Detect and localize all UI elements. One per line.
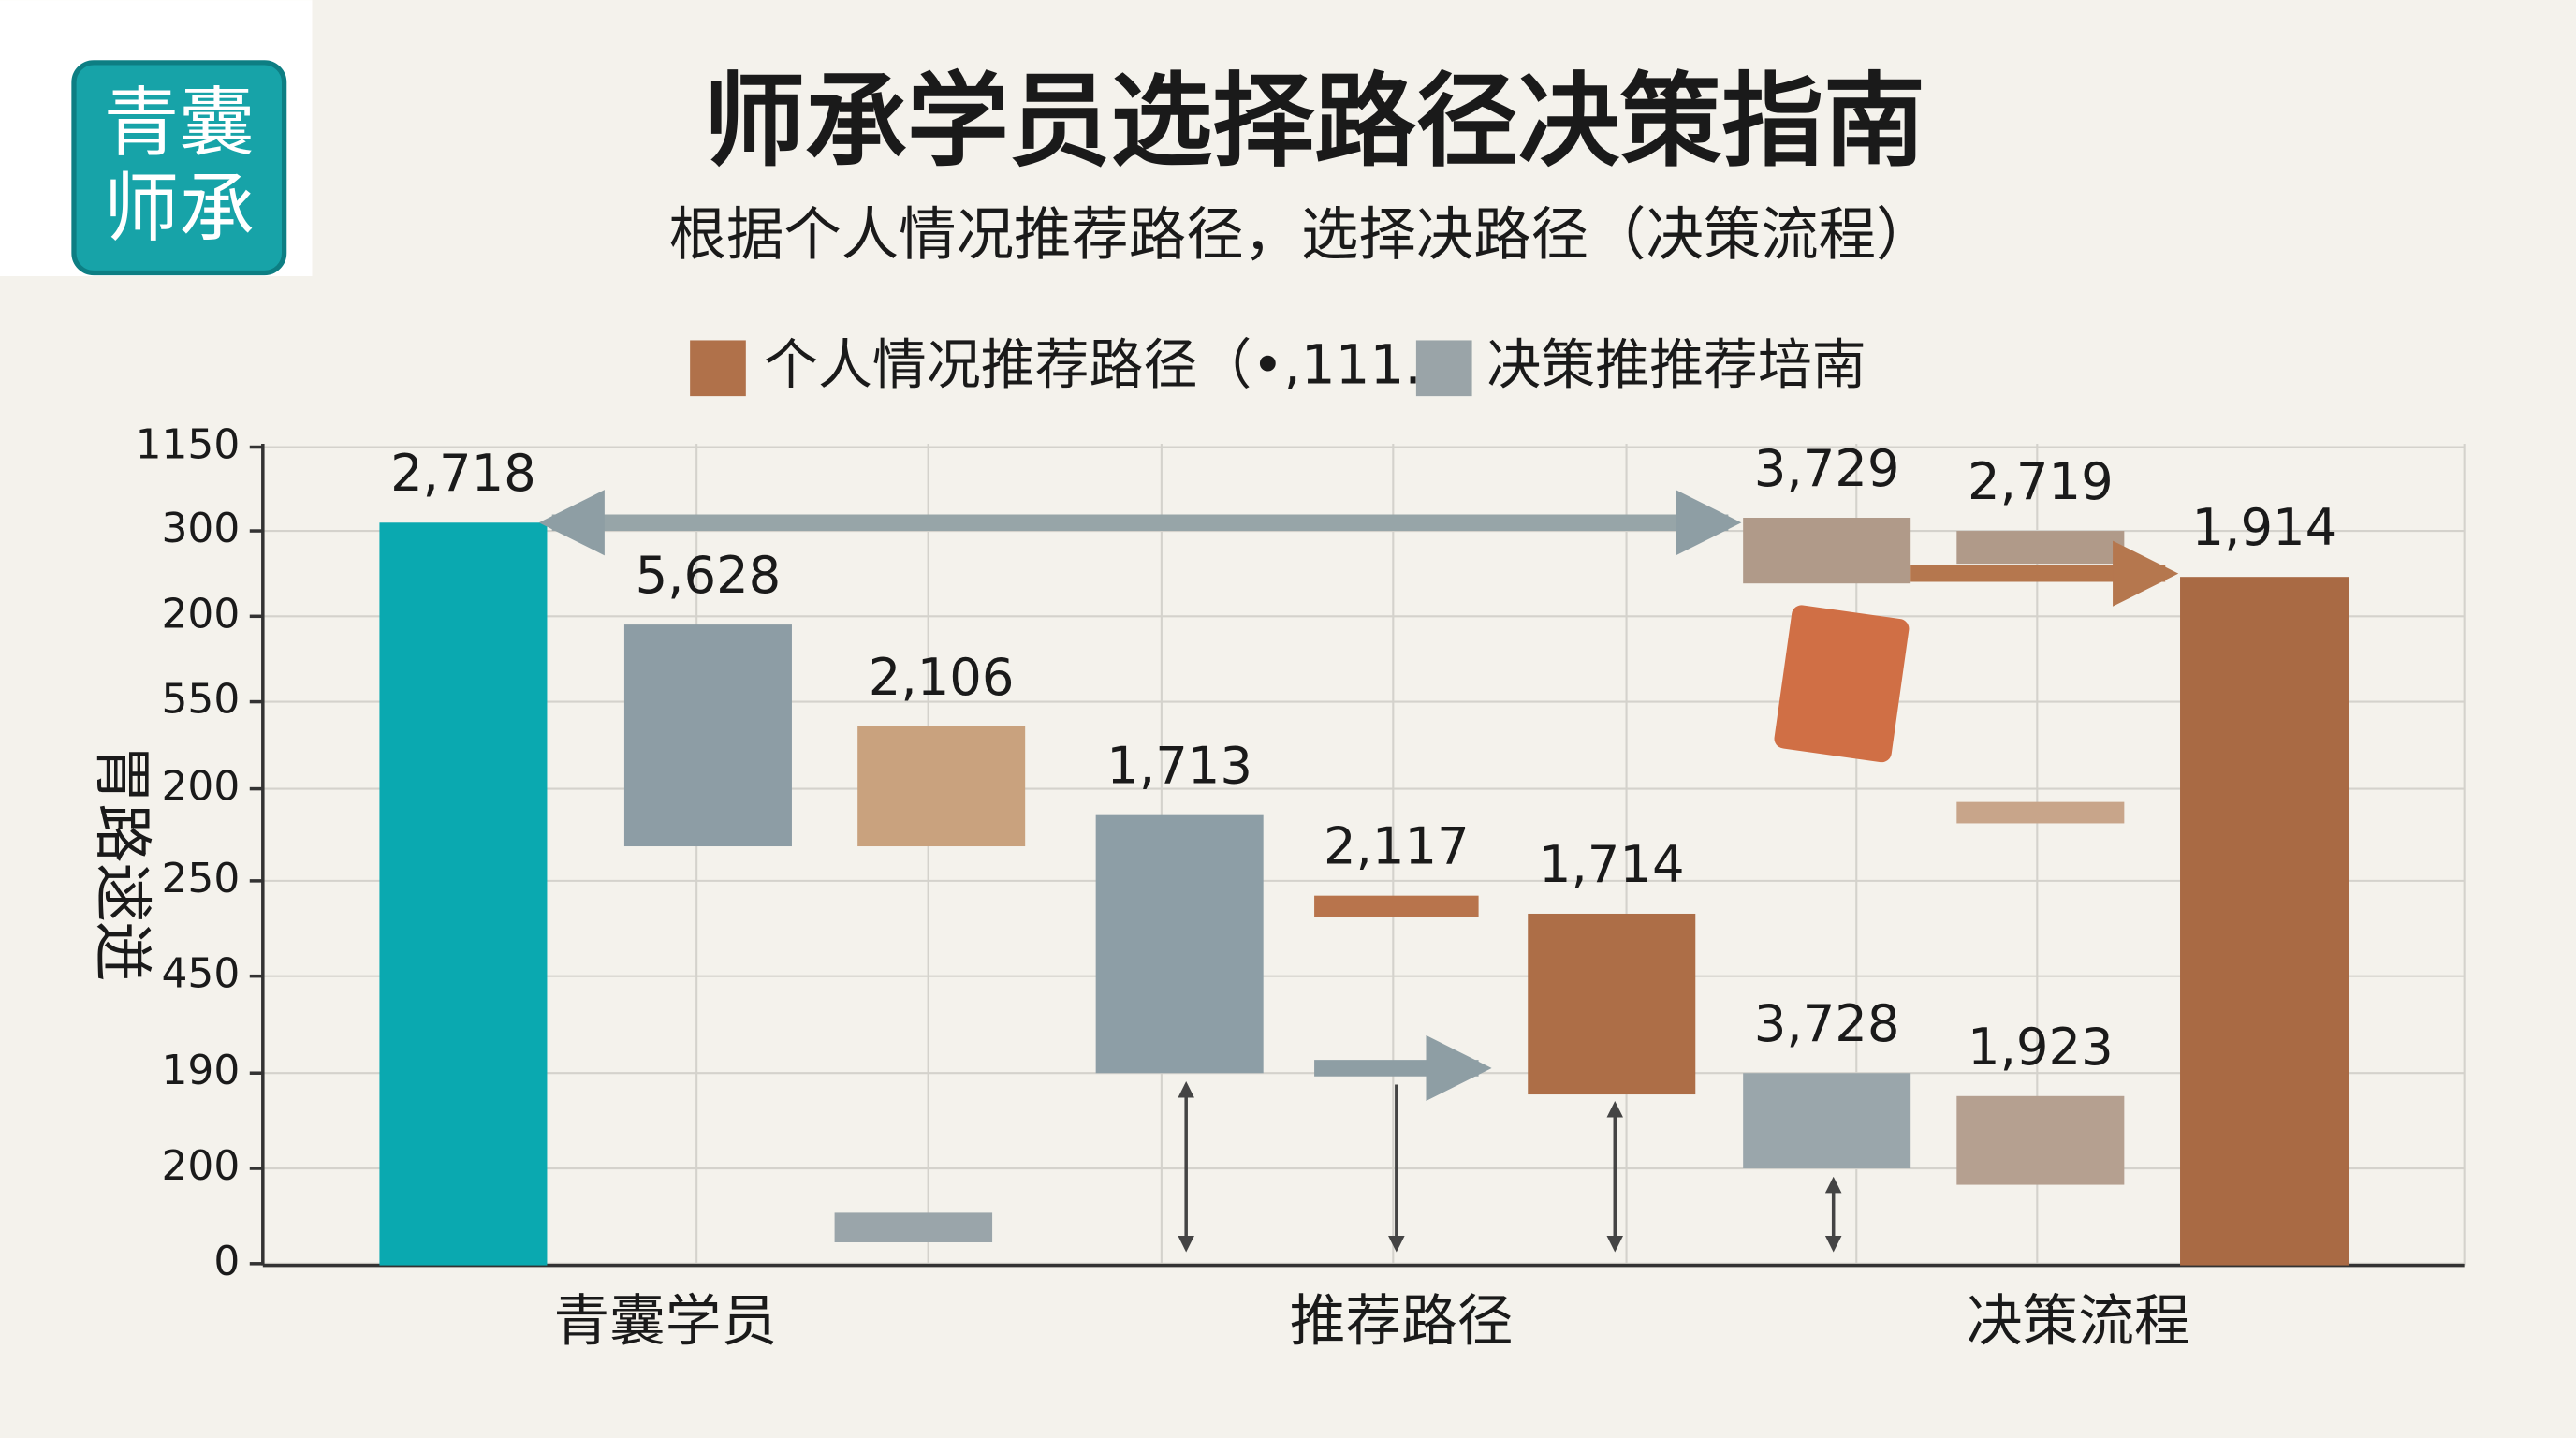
subtitle: 根据个人情况推荐路径，选择决路径（决策流程） xyxy=(669,202,1934,269)
bar-label: 1,914 xyxy=(2192,498,2338,557)
y-tick-label: 450 xyxy=(162,950,241,998)
decor-bar xyxy=(834,1212,993,1242)
bar xyxy=(623,624,792,847)
decor-icon xyxy=(1774,605,1910,763)
title: 师承学员选择路径决策指南 xyxy=(703,62,1925,181)
logo-text: 师承 xyxy=(104,165,255,253)
legend-label: 个人情况推荐路径（•,111. xyxy=(764,332,1422,396)
y-tick-label: 550 xyxy=(162,676,241,724)
bar xyxy=(1314,895,1479,917)
y-tick-label: 300 xyxy=(162,505,241,552)
x-tick-label: 青囊学员 xyxy=(554,1289,778,1354)
x-tick-label: 推荐路径 xyxy=(1290,1289,1514,1354)
bar xyxy=(2180,577,2349,1266)
y-tick-label: 200 xyxy=(162,1142,241,1190)
bar-label: 3,729 xyxy=(1754,439,1900,498)
logo-text: 青囊 xyxy=(104,80,255,168)
y-tick-label: 200 xyxy=(162,763,241,811)
legend-swatch xyxy=(690,340,746,397)
bar-label: 2,106 xyxy=(869,648,1015,707)
y-tick-label: 1150 xyxy=(136,421,241,469)
bar xyxy=(1095,814,1264,1074)
decor-bar xyxy=(1956,801,2125,824)
bar-label: 2,117 xyxy=(1324,817,1470,876)
bar xyxy=(857,726,1026,847)
bar xyxy=(1956,531,2125,565)
legend: 个人情况推荐路径（•,111. 决策推推荐培南 xyxy=(690,332,1866,396)
bar-label: 1,923 xyxy=(1968,1018,2114,1077)
x-labels: 青囊学员 推荐路径 决策流程 xyxy=(554,1289,2190,1354)
bar-label: 1,713 xyxy=(1106,737,1252,796)
y-tick-label: 200 xyxy=(162,590,241,638)
logo xyxy=(71,60,287,276)
bar xyxy=(1528,913,1696,1095)
legend-swatch xyxy=(1415,340,1472,397)
x-tick-label: 决策流程 xyxy=(1967,1289,2190,1354)
grid: 1150 300 200 550 200 250 450 190 200 0 xyxy=(136,421,2466,1285)
y-axis-label: 胃路逑迸 xyxy=(88,744,157,981)
bar-label: 5,628 xyxy=(636,546,782,605)
bar-label: 2,718 xyxy=(390,444,536,503)
y-tick-label: 190 xyxy=(162,1047,241,1094)
bar xyxy=(1743,1073,1911,1169)
bar-label: 2,719 xyxy=(1968,452,2114,511)
bar xyxy=(379,522,548,1266)
y-tick-label: 250 xyxy=(162,855,241,902)
bar xyxy=(1956,1095,2125,1185)
bar xyxy=(1743,518,1911,584)
bar-label: 1,714 xyxy=(1539,835,1685,894)
legend-label: 决策推推荐培南 xyxy=(1486,332,1866,396)
bars: 2,718 5,628 2,106 1,713 2,117 1,714 3,729 2,719… xyxy=(379,439,2349,1266)
y-tick-label: 0 xyxy=(213,1238,240,1285)
bar-label: 3,728 xyxy=(1754,994,1900,1053)
